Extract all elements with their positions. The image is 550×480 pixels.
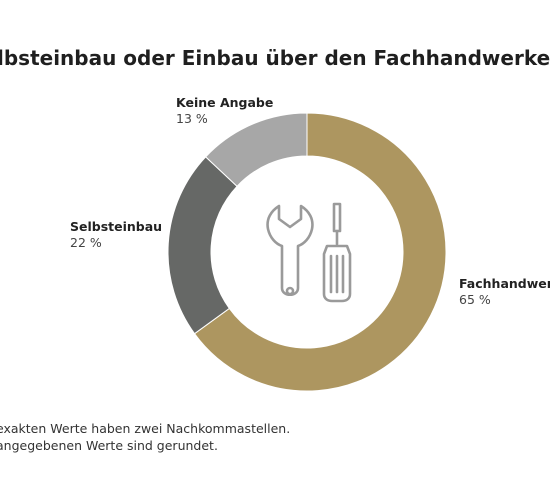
label-selbsteinbau-name: Selbsteinbau [70,219,163,234]
footnote-2: angegebenen Werte sind gerundet. [0,438,218,453]
donut-slice-fachhandwerker [193,112,447,392]
label-fachhandwerker-name: Fachhandwerker [459,276,550,291]
label-fachhandwerker-value: 65 % [459,292,491,307]
donut-slice-keine-angabe [204,112,308,187]
label-keine-angabe-value: 13 % [176,111,208,126]
footnote-1: exakten Werte haben zwei Nachkommastelle… [0,421,291,436]
slice-group [167,112,447,392]
label-selbsteinbau-value: 22 % [70,235,102,250]
label-fachhandwerker: Fachhandwerker 65 % [459,276,550,308]
label-keine-angabe: Keine Angabe 13 % [176,95,273,127]
label-keine-angabe-name: Keine Angabe [176,95,274,110]
wrench-and-screwdriver-icon [266,202,352,303]
donut-slice-selbsteinbau [167,156,238,335]
chart-title: lbsteinbau oder Einbau über den Fachhand… [0,46,550,70]
label-selbsteinbau: Selbsteinbau 22 % [70,219,162,251]
